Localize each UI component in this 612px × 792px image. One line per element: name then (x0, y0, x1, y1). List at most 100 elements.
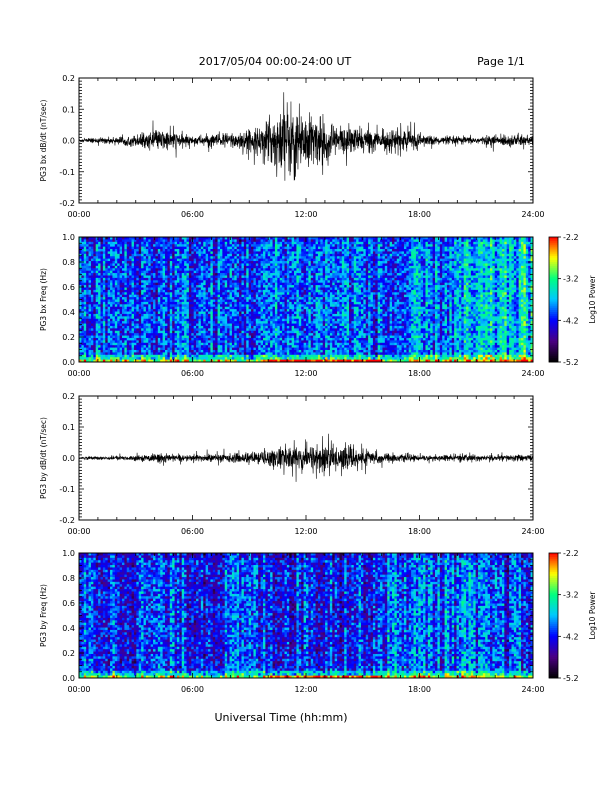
spectrogram-cell (120, 290, 123, 293)
spectrogram-cell (153, 297, 156, 300)
spectrogram-cell (136, 312, 139, 315)
spectrogram-cell (127, 263, 130, 266)
spectrogram-cell (153, 304, 156, 307)
spectrogram-cell (160, 271, 163, 274)
spectrogram-cell (167, 259, 170, 262)
spectrogram-cell (112, 275, 115, 278)
spectrogram-cell (110, 259, 113, 262)
spectrogram-cell (163, 321, 166, 324)
spectrogram-cell (136, 338, 139, 341)
spectrogram-cell (127, 283, 130, 286)
spectrogram-cell (153, 261, 156, 264)
spectrogram-cell (96, 247, 99, 250)
spectrogram-cell (151, 259, 154, 262)
spectrogram-cell (153, 268, 156, 271)
spectrogram-cell (136, 242, 139, 245)
spectrogram-cell (167, 247, 170, 250)
spectrogram-cell (139, 271, 142, 274)
spectrogram-cell (117, 263, 120, 266)
spectrogram-cell (122, 321, 125, 324)
spectrogram-cell (141, 350, 144, 353)
spectrogram-cell (158, 324, 161, 327)
spectrogram-cell (134, 350, 137, 353)
spectrogram-cell (89, 280, 92, 283)
spectrogram-cell (108, 304, 111, 307)
spectrogram-cell (158, 278, 161, 281)
spectrogram-cell (122, 278, 125, 281)
spectrogram-cell (160, 300, 163, 303)
spectrogram-cell (84, 300, 87, 303)
spectrogram-cell (136, 355, 139, 358)
spectrogram-cell (108, 331, 111, 334)
spectrogram-cell (81, 326, 84, 329)
spectrogram-cell (146, 302, 149, 305)
spectrogram-cell (146, 326, 149, 329)
spectrogram-cell (86, 271, 89, 274)
spectrogram-cell (165, 328, 168, 331)
spectrogram-cell (158, 239, 161, 242)
spectrogram-cell (144, 261, 147, 264)
spectrogram-cell (151, 345, 154, 348)
spectrogram-cell (124, 355, 127, 358)
spectrogram-cell (153, 331, 156, 334)
spectrogram-cell (91, 300, 94, 303)
spectrogram-cell (98, 285, 101, 288)
spectrogram-cell (136, 287, 139, 290)
spectrogram-cell (101, 271, 104, 274)
spectrogram-cell (158, 321, 161, 324)
spectrogram-cell (124, 256, 127, 259)
spectrogram-cell (103, 251, 106, 254)
spectrogram-cell (110, 352, 113, 355)
spectrogram-cell (101, 300, 104, 303)
spectrogram-cell (115, 261, 118, 264)
spectrogram-cell (139, 343, 142, 346)
spectrogram-cell (165, 343, 168, 346)
spectrogram-cell (112, 314, 115, 317)
spectrogram-cell (115, 328, 118, 331)
spectrogram-cell (86, 283, 89, 286)
spectrogram-cell (144, 251, 147, 254)
spectrogram-cell (81, 324, 84, 327)
spectrogram-cell (91, 239, 94, 242)
spectrogram-cell (81, 271, 84, 274)
spectrogram-cell (153, 285, 156, 288)
spectrogram-cell (127, 273, 130, 276)
spectrogram-cell (89, 285, 92, 288)
spectrogram-cell (91, 251, 94, 254)
spectrogram-cell (112, 295, 115, 298)
spectrogram-cell (165, 266, 168, 269)
spectrogram-cell (81, 247, 84, 250)
spectrogram-cell (112, 271, 115, 274)
spectrogram-cell (153, 316, 156, 319)
spectrogram-cell (141, 333, 144, 336)
spectrogram-cell (89, 324, 92, 327)
spectrogram-cell (124, 273, 127, 276)
spectrogram-cell (98, 319, 101, 322)
spectrogram-cell (93, 333, 96, 336)
spectrogram-cell (105, 300, 108, 303)
spectrogram-cell (110, 348, 113, 351)
spectrogram-cell (127, 350, 130, 353)
spectrogram-cell (115, 350, 118, 353)
spectrogram-cell (129, 254, 132, 257)
spectrogram-cell (136, 256, 139, 259)
spectrogram-cell (110, 312, 113, 315)
spectrogram-cell (134, 251, 137, 254)
spectrogram-cell (122, 319, 125, 322)
spectrogram-cell (167, 287, 170, 290)
spectrogram-cell (170, 307, 173, 310)
spectrogram-cell (112, 336, 115, 339)
spectrogram-cell (86, 355, 89, 358)
spectrogram-cell (141, 239, 144, 242)
spectrogram-cell (146, 271, 149, 274)
spectrogram-cell (127, 256, 130, 259)
spectrogram-cell (167, 338, 170, 341)
spectrogram-cell (105, 357, 108, 360)
spectrogram-cell (84, 309, 87, 312)
spectrogram-cell (151, 350, 154, 353)
spectrogram-cell (148, 321, 151, 324)
spectrogram-cell (158, 254, 161, 257)
spectrogram-cell (124, 254, 127, 257)
spectrogram-cell (141, 357, 144, 360)
spectrogram-cell (148, 251, 151, 254)
